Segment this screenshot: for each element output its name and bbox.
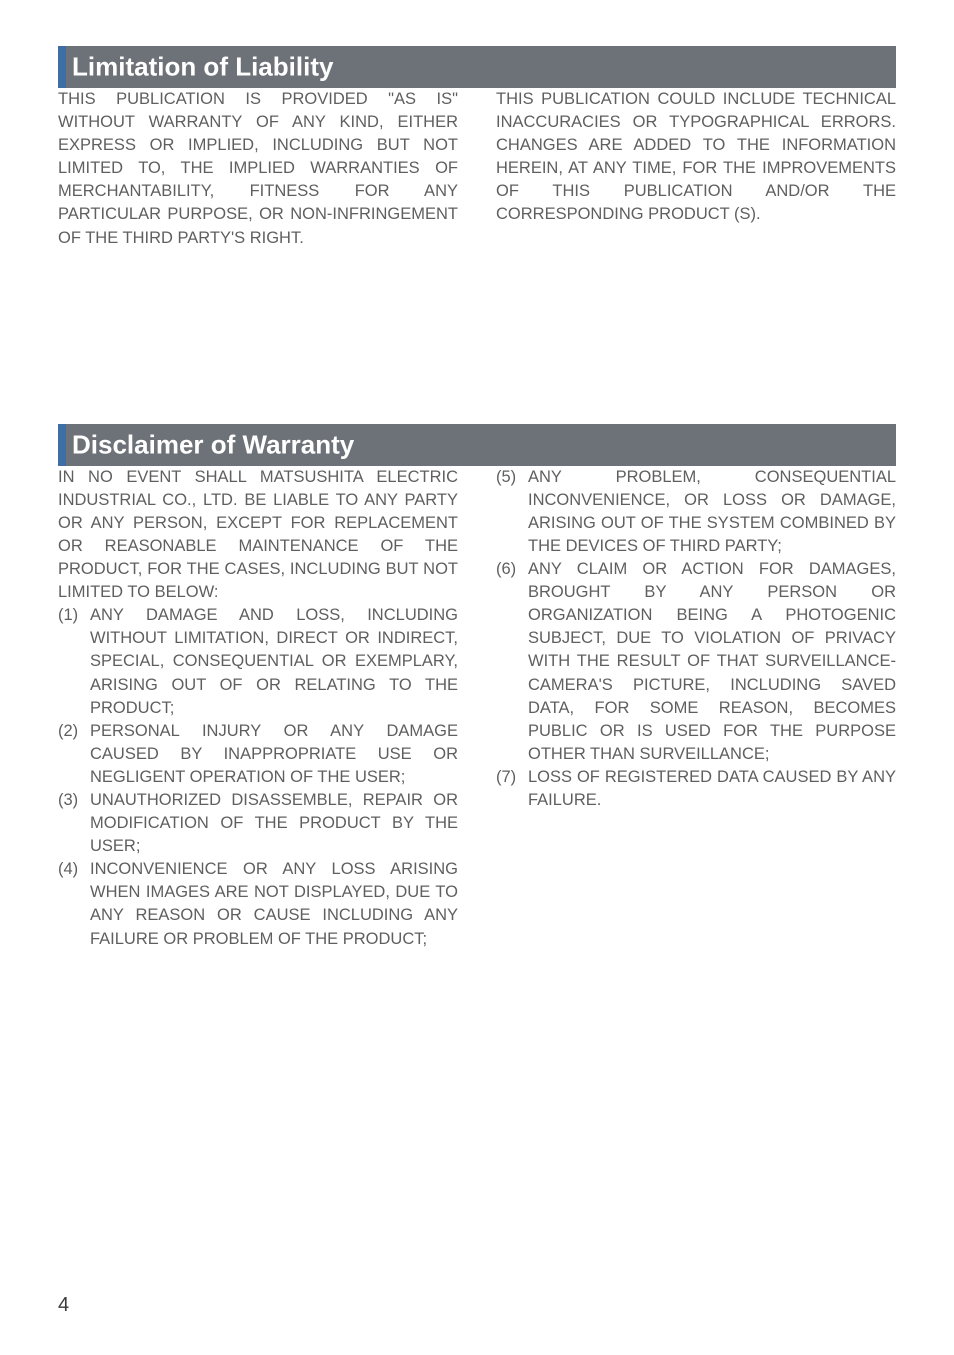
list-marker: (6) [496, 558, 528, 766]
section2-intro: IN NO EVENT SHALL MATSUSHITA ELECTRIC IN… [58, 466, 458, 605]
list-item: (2) PERSONAL INJURY OR ANY DAMAGE CAUSED… [58, 720, 458, 789]
list-item: (3) UNAUTHORIZED DISASSEMBLE, REPAIR OR … [58, 789, 458, 858]
section1-col2: THIS PUBLICATION COULD INCLUDE TECHNICAL… [496, 88, 896, 250]
header-accent [58, 46, 66, 88]
list-marker: (1) [58, 604, 90, 719]
section2-columns: IN NO EVENT SHALL MATSUSHITA ELECTRIC IN… [58, 466, 896, 951]
list-body: PERSONAL INJURY OR ANY DAMAGE CAUSED BY … [90, 720, 458, 789]
list-item: (4) INCONVENIENCE OR ANY LOSS ARISING WH… [58, 858, 458, 950]
list-body: LOSS OF REGISTERED DATA CAUSED BY ANY FA… [528, 766, 896, 812]
list-marker: (5) [496, 466, 528, 558]
section1-col1: THIS PUBLICATION IS PROVIDED "AS IS" WIT… [58, 88, 458, 250]
list-marker: (7) [496, 766, 528, 812]
section2-col1: IN NO EVENT SHALL MATSUSHITA ELECTRIC IN… [58, 466, 458, 951]
list-marker: (4) [58, 858, 90, 950]
list-item: (1) ANY DAMAGE AND LOSS, INCLUDING WITHO… [58, 604, 458, 719]
list-body: UNAUTHORIZED DISASSEMBLE, REPAIR OR MODI… [90, 789, 458, 858]
section-header-disclaimer: Disclaimer of Warranty [58, 424, 896, 466]
list-body: INCONVENIENCE OR ANY LOSS ARISING WHEN I… [90, 858, 458, 950]
list-marker: (3) [58, 789, 90, 858]
section1-para2: THIS PUBLICATION COULD INCLUDE TECHNICAL… [496, 88, 896, 227]
list-marker: (2) [58, 720, 90, 789]
section1-para1: THIS PUBLICATION IS PROVIDED "AS IS" WIT… [58, 88, 458, 250]
section-gap [58, 250, 896, 424]
section-title: Disclaimer of Warranty [72, 429, 354, 460]
list-item: (7) LOSS OF REGISTERED DATA CAUSED BY AN… [496, 766, 896, 812]
section1-columns: THIS PUBLICATION IS PROVIDED "AS IS" WIT… [58, 88, 896, 250]
page-number: 4 [58, 1294, 69, 1317]
section-header-limitation: Limitation of Liability [58, 46, 896, 88]
list-body: ANY CLAIM OR ACTION FOR DAMAGES, BROUGHT… [528, 558, 896, 766]
list-body: ANY DAMAGE AND LOSS, INCLUDING WITHOUT L… [90, 604, 458, 719]
section2-list-col1: (1) ANY DAMAGE AND LOSS, INCLUDING WITHO… [58, 604, 458, 950]
list-body: ANY PROBLEM, CONSEQUENTIAL INCONVENIENCE… [528, 466, 896, 558]
list-item: (5) ANY PROBLEM, CONSEQUENTIAL INCONVENI… [496, 466, 896, 558]
section-title: Limitation of Liability [72, 52, 333, 83]
list-item: (6) ANY CLAIM OR ACTION FOR DAMAGES, BRO… [496, 558, 896, 766]
section2-col2: (5) ANY PROBLEM, CONSEQUENTIAL INCONVENI… [496, 466, 896, 951]
section2-list-col2: (5) ANY PROBLEM, CONSEQUENTIAL INCONVENI… [496, 466, 896, 812]
header-accent [58, 424, 66, 466]
